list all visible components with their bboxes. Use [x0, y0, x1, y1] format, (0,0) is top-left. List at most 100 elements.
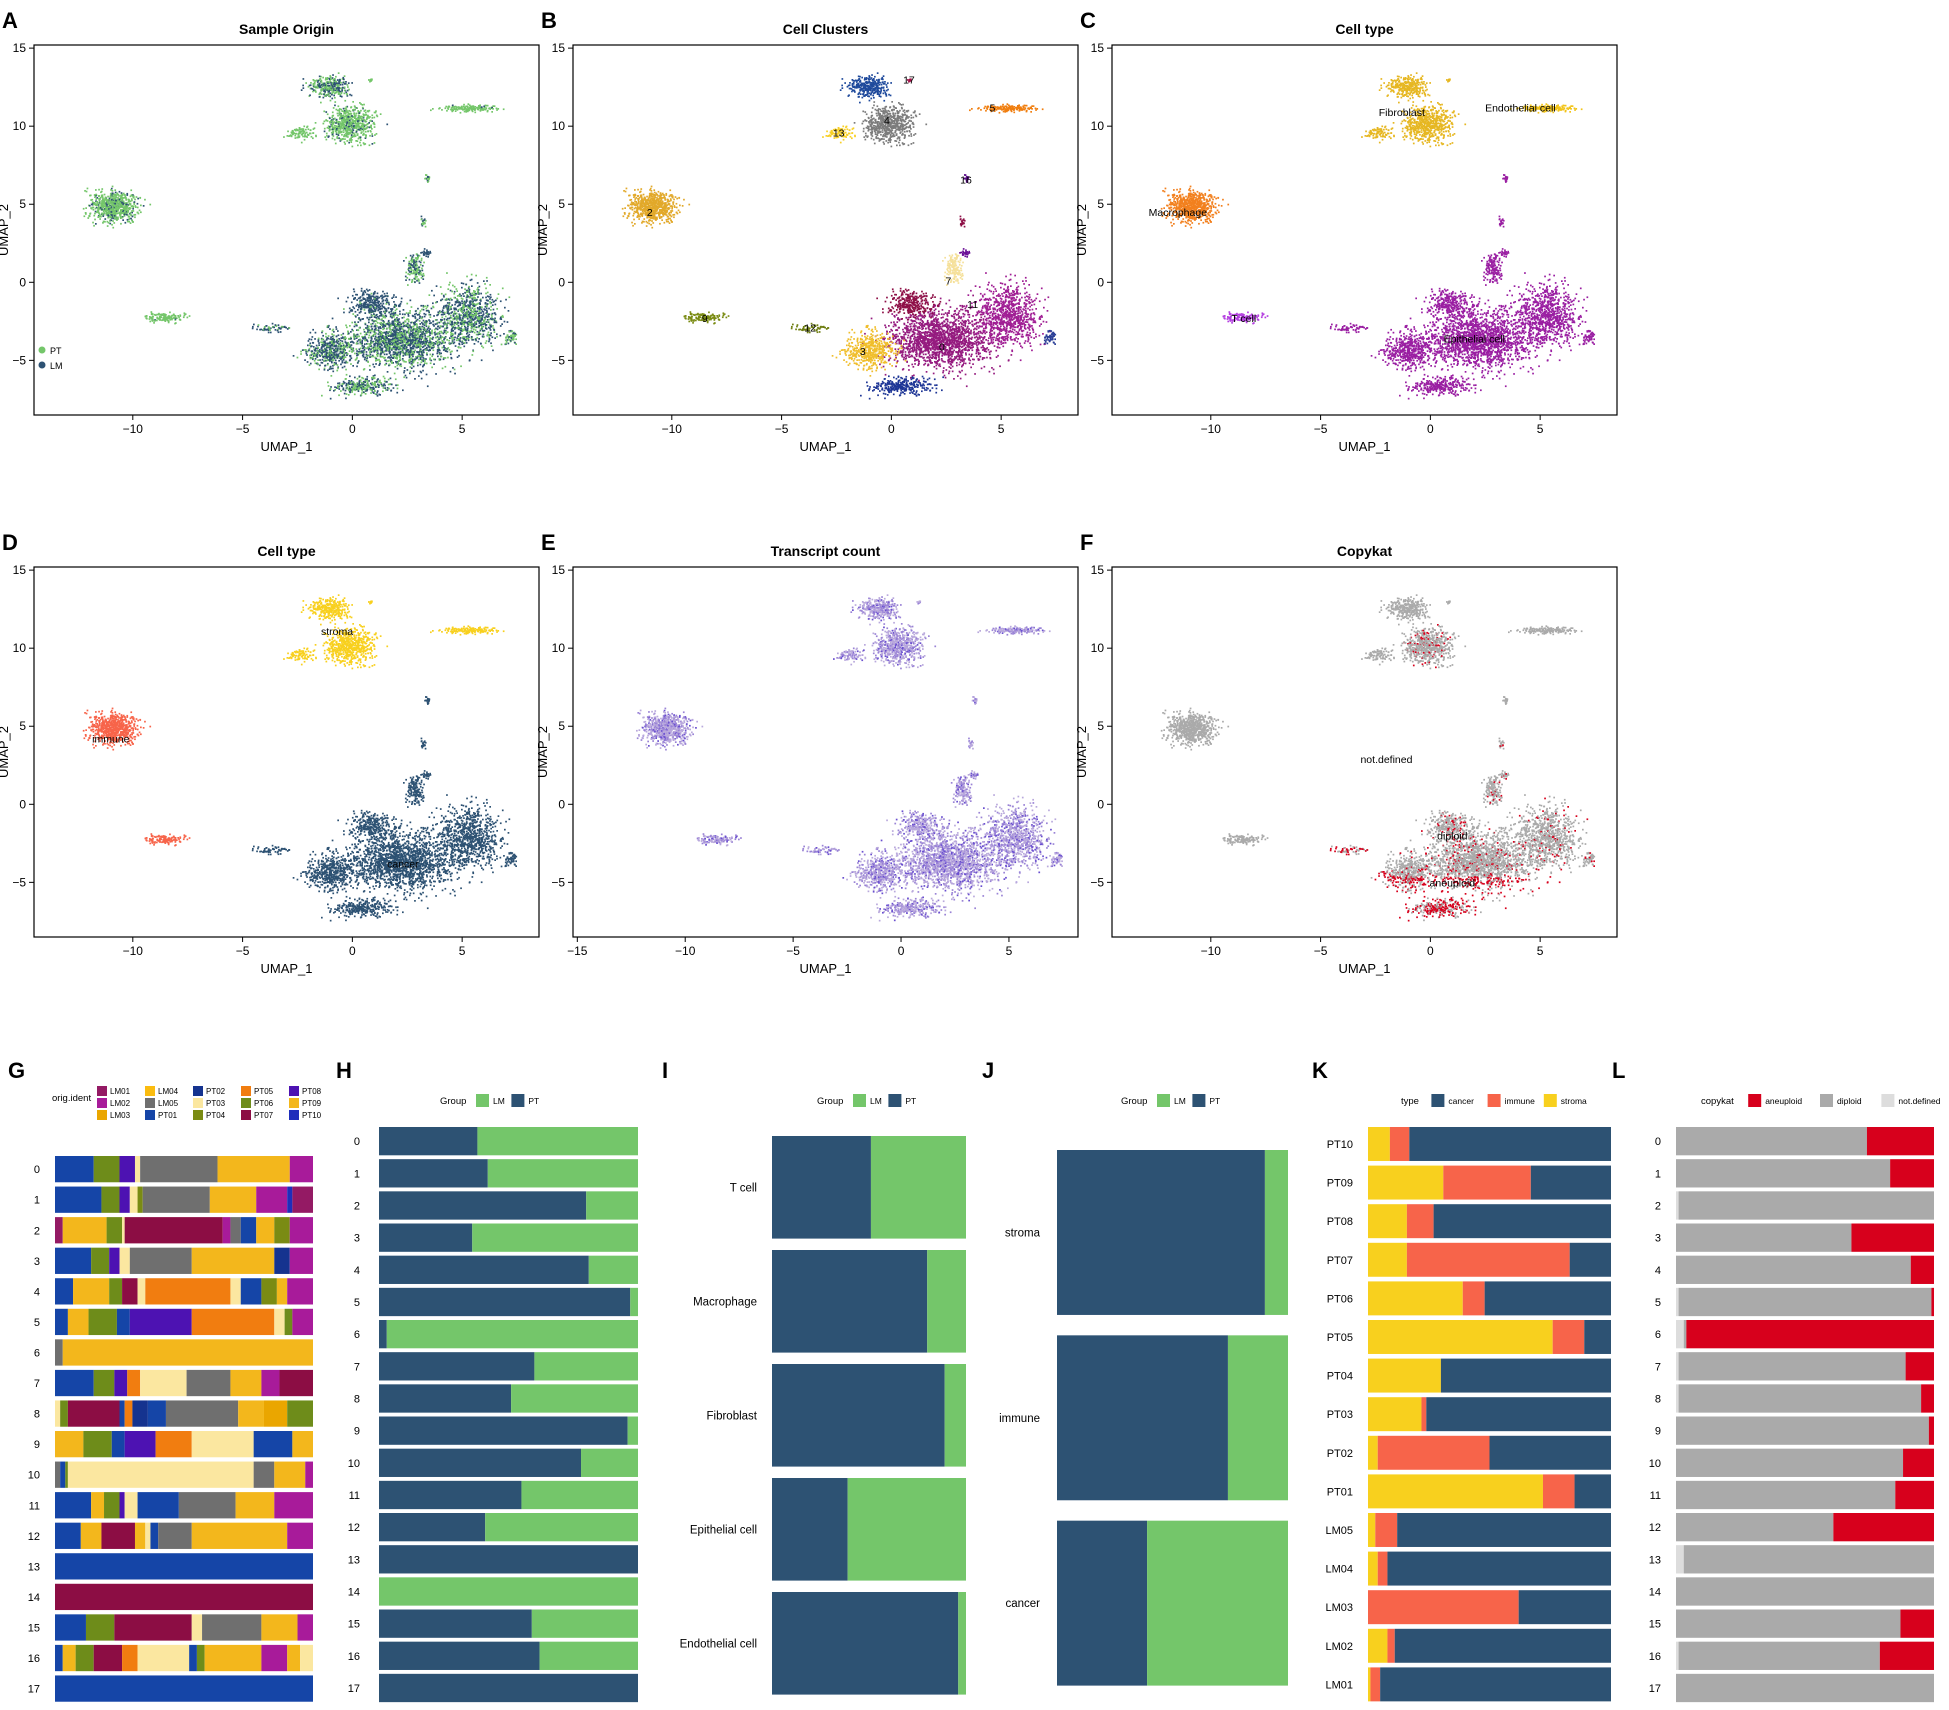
- cell-point: [439, 353, 441, 355]
- cell-point: [369, 369, 371, 371]
- cell-point: [364, 343, 366, 345]
- cell-point: [358, 336, 360, 338]
- cell-point: [409, 356, 411, 358]
- cell-point: [390, 359, 392, 361]
- panel-letter: A: [2, 8, 18, 33]
- cell-point: [416, 330, 418, 332]
- cell-point: [399, 329, 401, 331]
- cell-point: [361, 343, 363, 345]
- cell-point: [435, 341, 437, 343]
- cell-point: [431, 333, 433, 335]
- cell-point: [413, 371, 415, 373]
- cell-point: [368, 326, 370, 328]
- cell-point: [366, 355, 368, 357]
- cell-point: [368, 355, 370, 357]
- cell-point: [404, 367, 406, 369]
- cell-point: [388, 320, 390, 322]
- cell-point: [432, 337, 434, 339]
- umap-panel-a: A Sample Origin−10 −5 0 5−5051015UMAP_1UMAP_…: [0, 8, 539, 454]
- cell-point: [423, 364, 425, 366]
- cell-point: [406, 312, 408, 314]
- cell-point: [371, 377, 373, 379]
- cell-point: [396, 345, 398, 347]
- cell-point: [419, 316, 421, 318]
- cell-point: [370, 340, 372, 342]
- cell-point: [418, 354, 420, 356]
- cell-point: [445, 350, 447, 352]
- cell-point: [438, 339, 440, 341]
- cell-point: [386, 328, 388, 330]
- cell-point: [406, 332, 408, 334]
- cell-point: [409, 373, 411, 375]
- cell-point: [399, 322, 401, 324]
- cell-point: [440, 335, 442, 337]
- cell-point: [422, 333, 424, 335]
- cell-point: [401, 345, 403, 347]
- cell-point: [405, 321, 407, 323]
- cell-point: [361, 340, 363, 342]
- cell-point: [445, 366, 447, 368]
- cell-point: [422, 331, 424, 333]
- cell-point: [440, 321, 442, 323]
- cell-point: [420, 364, 422, 366]
- cell-point: [356, 366, 358, 368]
- cell-point: [408, 315, 410, 317]
- cell-point: [429, 339, 431, 341]
- cell-point: [386, 331, 388, 333]
- cell-point: [436, 353, 438, 355]
- cell-point: [383, 322, 385, 324]
- cell-point: [438, 337, 440, 339]
- cell-point: [373, 343, 375, 345]
- cell-point: [368, 337, 370, 339]
- cell-point: [435, 337, 437, 339]
- cell-point: [424, 305, 426, 307]
- cell-point: [370, 323, 372, 325]
- cell-point: [363, 346, 365, 348]
- cell-point: [403, 326, 405, 328]
- cell-point: [409, 360, 411, 362]
- cell-point: [420, 349, 422, 351]
- cell-point: [456, 350, 458, 352]
- cell-point: [402, 317, 404, 319]
- cell-point: [363, 329, 365, 331]
- cell-point: [454, 373, 456, 375]
- cell-point: [350, 331, 352, 333]
- cell-point: [368, 322, 370, 324]
- cell-point: [433, 315, 435, 317]
- cell-point: [422, 326, 424, 328]
- cell-point: [405, 361, 407, 363]
- cell-point: [389, 328, 391, 330]
- cell-point: [420, 310, 422, 312]
- cell-point: [366, 351, 368, 353]
- cell-point: [425, 349, 427, 351]
- cell-point: [419, 320, 421, 322]
- cell-point: [424, 333, 426, 335]
- cell-point: [357, 314, 359, 316]
- cell-point: [417, 362, 419, 364]
- cell-point: [455, 345, 457, 347]
- cell-point: [420, 334, 422, 336]
- cell-point: [340, 364, 342, 366]
- cell-point: [408, 342, 410, 344]
- cell-point: [424, 362, 426, 364]
- cell-point: [356, 348, 358, 350]
- cell-point: [441, 317, 443, 319]
- cell-point: [409, 362, 411, 364]
- cell-point: [410, 361, 412, 363]
- cell-point: [403, 372, 405, 374]
- cell-point: [377, 348, 379, 350]
- cell-point: [441, 331, 443, 333]
- cell-point: [344, 366, 346, 368]
- cell-point: [446, 339, 448, 341]
- cell-point: [415, 328, 417, 330]
- cell-point: [402, 358, 404, 360]
- cell-point: [433, 295, 435, 297]
- cell-point: [431, 308, 433, 310]
- cell-point: [406, 319, 408, 321]
- cell-point: [429, 323, 431, 325]
- panel-title: Sample Origin: [239, 21, 334, 37]
- cell-point: [421, 354, 423, 356]
- cell-point: [413, 361, 415, 363]
- cell-point: [425, 324, 427, 326]
- cell-point: [411, 367, 413, 369]
